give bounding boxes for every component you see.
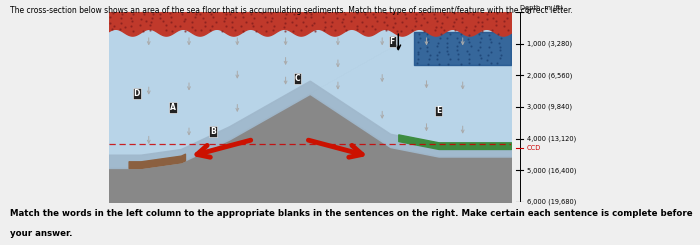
Text: Match the words in the left column to the appropriate blanks in the sentences on: Match the words in the left column to th… [10,209,693,219]
Text: 5,000 (16,400): 5,000 (16,400) [526,167,576,174]
Text: 1,000 (3,280): 1,000 (3,280) [526,41,572,47]
Text: 6,000 (19,680): 6,000 (19,680) [526,199,576,205]
Text: 4,000 (13,120): 4,000 (13,120) [526,136,576,142]
Text: Depth, m (ft): Depth, m (ft) [519,5,563,11]
Text: D: D [134,89,140,98]
Text: A: A [170,103,176,112]
Text: E: E [436,107,441,115]
Text: 0: 0 [526,9,531,15]
Text: 2,000 (6,560): 2,000 (6,560) [526,72,572,79]
Text: 3,000 (9,840): 3,000 (9,840) [526,104,572,110]
Text: B: B [210,127,216,136]
Text: your answer.: your answer. [10,229,73,238]
Text: F: F [390,37,395,46]
Text: C: C [295,74,300,83]
Text: The cross-section below shows an area of the sea floor that is accumulating sedi: The cross-section below shows an area of… [10,6,573,15]
Text: CCD: CCD [526,145,541,151]
